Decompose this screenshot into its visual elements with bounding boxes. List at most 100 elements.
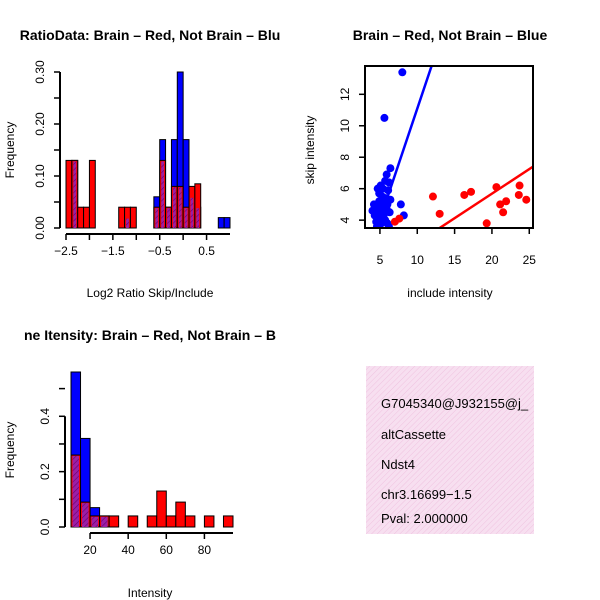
intensity-histogram-bars bbox=[70, 371, 234, 528]
info-panel-background bbox=[366, 366, 534, 534]
overlap-bar-0-8 bbox=[155, 208, 159, 228]
red-bar-2-6 bbox=[146, 515, 158, 528]
scatter-x-tick-label-1: 10 bbox=[411, 253, 425, 267]
overlap-bar-0-13 bbox=[184, 208, 188, 228]
intensity-histogram-axes: 20 40 60 80 0.0 0.2 0.4 bbox=[38, 387, 233, 557]
ratio-histogram-panel: RatioData: Brain – Red, Not Brain – Blu … bbox=[3, 27, 280, 300]
scatter-y-tick-label-3: 10 bbox=[338, 119, 352, 133]
overlap-bar-2-1 bbox=[82, 503, 89, 527]
x-tick-label-2-2: 60 bbox=[160, 543, 174, 557]
scatter-x-tick-label-2: 15 bbox=[448, 253, 462, 267]
scatter-axes: 5 10 15 20 25 4 6 8 10 12 bbox=[338, 87, 536, 267]
red-bar-2-5 bbox=[127, 515, 139, 528]
info-pval: Pval: 2.000000 bbox=[381, 511, 468, 526]
blue-point-2 bbox=[386, 164, 395, 173]
red-point-10 bbox=[515, 181, 524, 190]
ratio-histogram-bars bbox=[65, 71, 231, 229]
intensity-histogram-ylabel: Frequency bbox=[3, 422, 17, 479]
x-tick-label-2-0: 20 bbox=[83, 543, 97, 557]
x-tick-label-0-2: −0.5 bbox=[148, 244, 172, 258]
x-tick-label-2-1: 40 bbox=[121, 543, 135, 557]
red-bar-0-5 bbox=[118, 206, 126, 229]
ratio-histogram-ylabel: Frequency bbox=[3, 122, 17, 179]
red-point-3 bbox=[467, 187, 476, 196]
red-point-8 bbox=[502, 197, 511, 206]
red-bar-2-12 bbox=[222, 515, 234, 528]
overlap-bar-2-2 bbox=[91, 516, 99, 527]
y-tick-label-0-0: 0.00 bbox=[33, 216, 47, 240]
red-point-7 bbox=[499, 208, 508, 217]
scatter-x-tick-label-0: 5 bbox=[377, 253, 384, 267]
x-tick-label-0-0: −2.5 bbox=[54, 244, 78, 258]
info-location: chr3.16699−1.5 bbox=[381, 487, 472, 502]
blue-point-1 bbox=[380, 113, 389, 122]
overlap-bar-0-10 bbox=[167, 208, 170, 228]
red-point-11 bbox=[522, 195, 531, 204]
info-gene-name: Ndst4 bbox=[381, 457, 415, 472]
red-fit-line bbox=[437, 165, 533, 228]
blue-point-3 bbox=[382, 170, 391, 179]
red-bar-2-8 bbox=[165, 515, 177, 528]
info-event-type: altCassette bbox=[381, 427, 446, 442]
y-tick-label-0-3: 0.30 bbox=[33, 60, 47, 84]
red-bar-0-2 bbox=[77, 206, 85, 229]
scatter-xlabel: include intensity bbox=[407, 286, 492, 300]
y-tick-label-0-2: 0.20 bbox=[33, 112, 47, 136]
red-point-2 bbox=[460, 190, 469, 199]
overlap-bar-2-0 bbox=[72, 456, 80, 527]
blue-point-0 bbox=[398, 68, 407, 77]
scatter-y-tick-label-0: 4 bbox=[338, 216, 352, 223]
blue-point-34 bbox=[384, 222, 393, 228]
y-tick-label-2-2: 0.4 bbox=[38, 408, 52, 425]
scatter-y-tick-label-2: 8 bbox=[338, 154, 352, 161]
ratio-histogram-axes: −2.5 −1.5 −0.5 0.5 0.00 0.10 0.20 0.30 bbox=[33, 60, 230, 258]
intensity-histogram-title: ne Itensity: Brain – Red, Not Brain – B bbox=[24, 327, 276, 343]
blue-point-19 bbox=[396, 200, 405, 209]
red-point-1 bbox=[435, 209, 444, 218]
x-tick-label-2-3: 80 bbox=[198, 543, 212, 557]
info-event-id: G7045340@J932155@j_ bbox=[381, 396, 529, 411]
y-tick-label-2-0: 0.0 bbox=[38, 518, 52, 535]
y-tick-label-2-1: 0.2 bbox=[38, 463, 52, 480]
overlap-bar-0-9 bbox=[161, 161, 165, 228]
scatter-ylabel: skip intensity bbox=[303, 116, 317, 185]
red-bar-2-11 bbox=[203, 515, 215, 528]
overlap-bar-0-14 bbox=[190, 197, 194, 228]
x-tick-label-0-1: −1.5 bbox=[101, 244, 125, 258]
scatter-panel: Brain – Red, Not Brain – Blue 5 10 15 20 25 4… bbox=[303, 27, 547, 300]
scatter-content bbox=[368, 66, 533, 228]
overlap-bar-0-12 bbox=[178, 187, 182, 228]
info-panel: G7045340@J932155@j_ altCassette Ndst4 ch… bbox=[366, 366, 534, 534]
scatter-x-tick-label-3: 20 bbox=[485, 253, 499, 267]
red-bar-0-4 bbox=[88, 159, 96, 229]
red-bar-2-9 bbox=[175, 501, 186, 528]
red-bar-0-3 bbox=[83, 206, 90, 229]
red-bar-2-10 bbox=[184, 515, 196, 528]
red-point-13 bbox=[395, 214, 404, 223]
y-tick-label-0-1: 0.10 bbox=[33, 164, 47, 188]
scatter-plot-frame bbox=[364, 65, 534, 229]
red-bar-2-7 bbox=[156, 490, 167, 528]
scatter-y-tick-label-4: 12 bbox=[338, 87, 352, 101]
x-tick-label-0-3: 0.5 bbox=[198, 244, 215, 258]
red-bar-2-4 bbox=[108, 515, 120, 528]
overlap-bar-0-6 bbox=[126, 218, 129, 228]
ratio-histogram-title: RatioData: Brain – Red, Not Brain – Blu bbox=[20, 27, 281, 43]
intensity-histogram-panel: ne Itensity: Brain – Red, Not Brain – B … bbox=[3, 327, 276, 600]
overlap-bar-0-11 bbox=[172, 187, 176, 228]
blue-fit-line bbox=[375, 66, 433, 228]
red-point-4 bbox=[482, 219, 491, 228]
red-bar-0-7 bbox=[129, 206, 137, 229]
scatter-y-tick-label-1: 6 bbox=[338, 185, 352, 192]
scatter-x-tick-label-4: 25 bbox=[523, 253, 537, 267]
overlap-bar-0-1 bbox=[73, 161, 77, 228]
blue-point-24 bbox=[385, 208, 394, 217]
blue-bar-0-11 bbox=[223, 217, 231, 229]
scatter-clip-group bbox=[368, 66, 533, 228]
overlap-bar-2-3 bbox=[101, 516, 108, 527]
red-point-0 bbox=[428, 192, 437, 201]
ratio-histogram-xlabel: Log2 Ratio Skip/Include bbox=[87, 286, 214, 300]
blue-bar-0-10 bbox=[217, 217, 225, 229]
red-point-6 bbox=[496, 200, 505, 209]
